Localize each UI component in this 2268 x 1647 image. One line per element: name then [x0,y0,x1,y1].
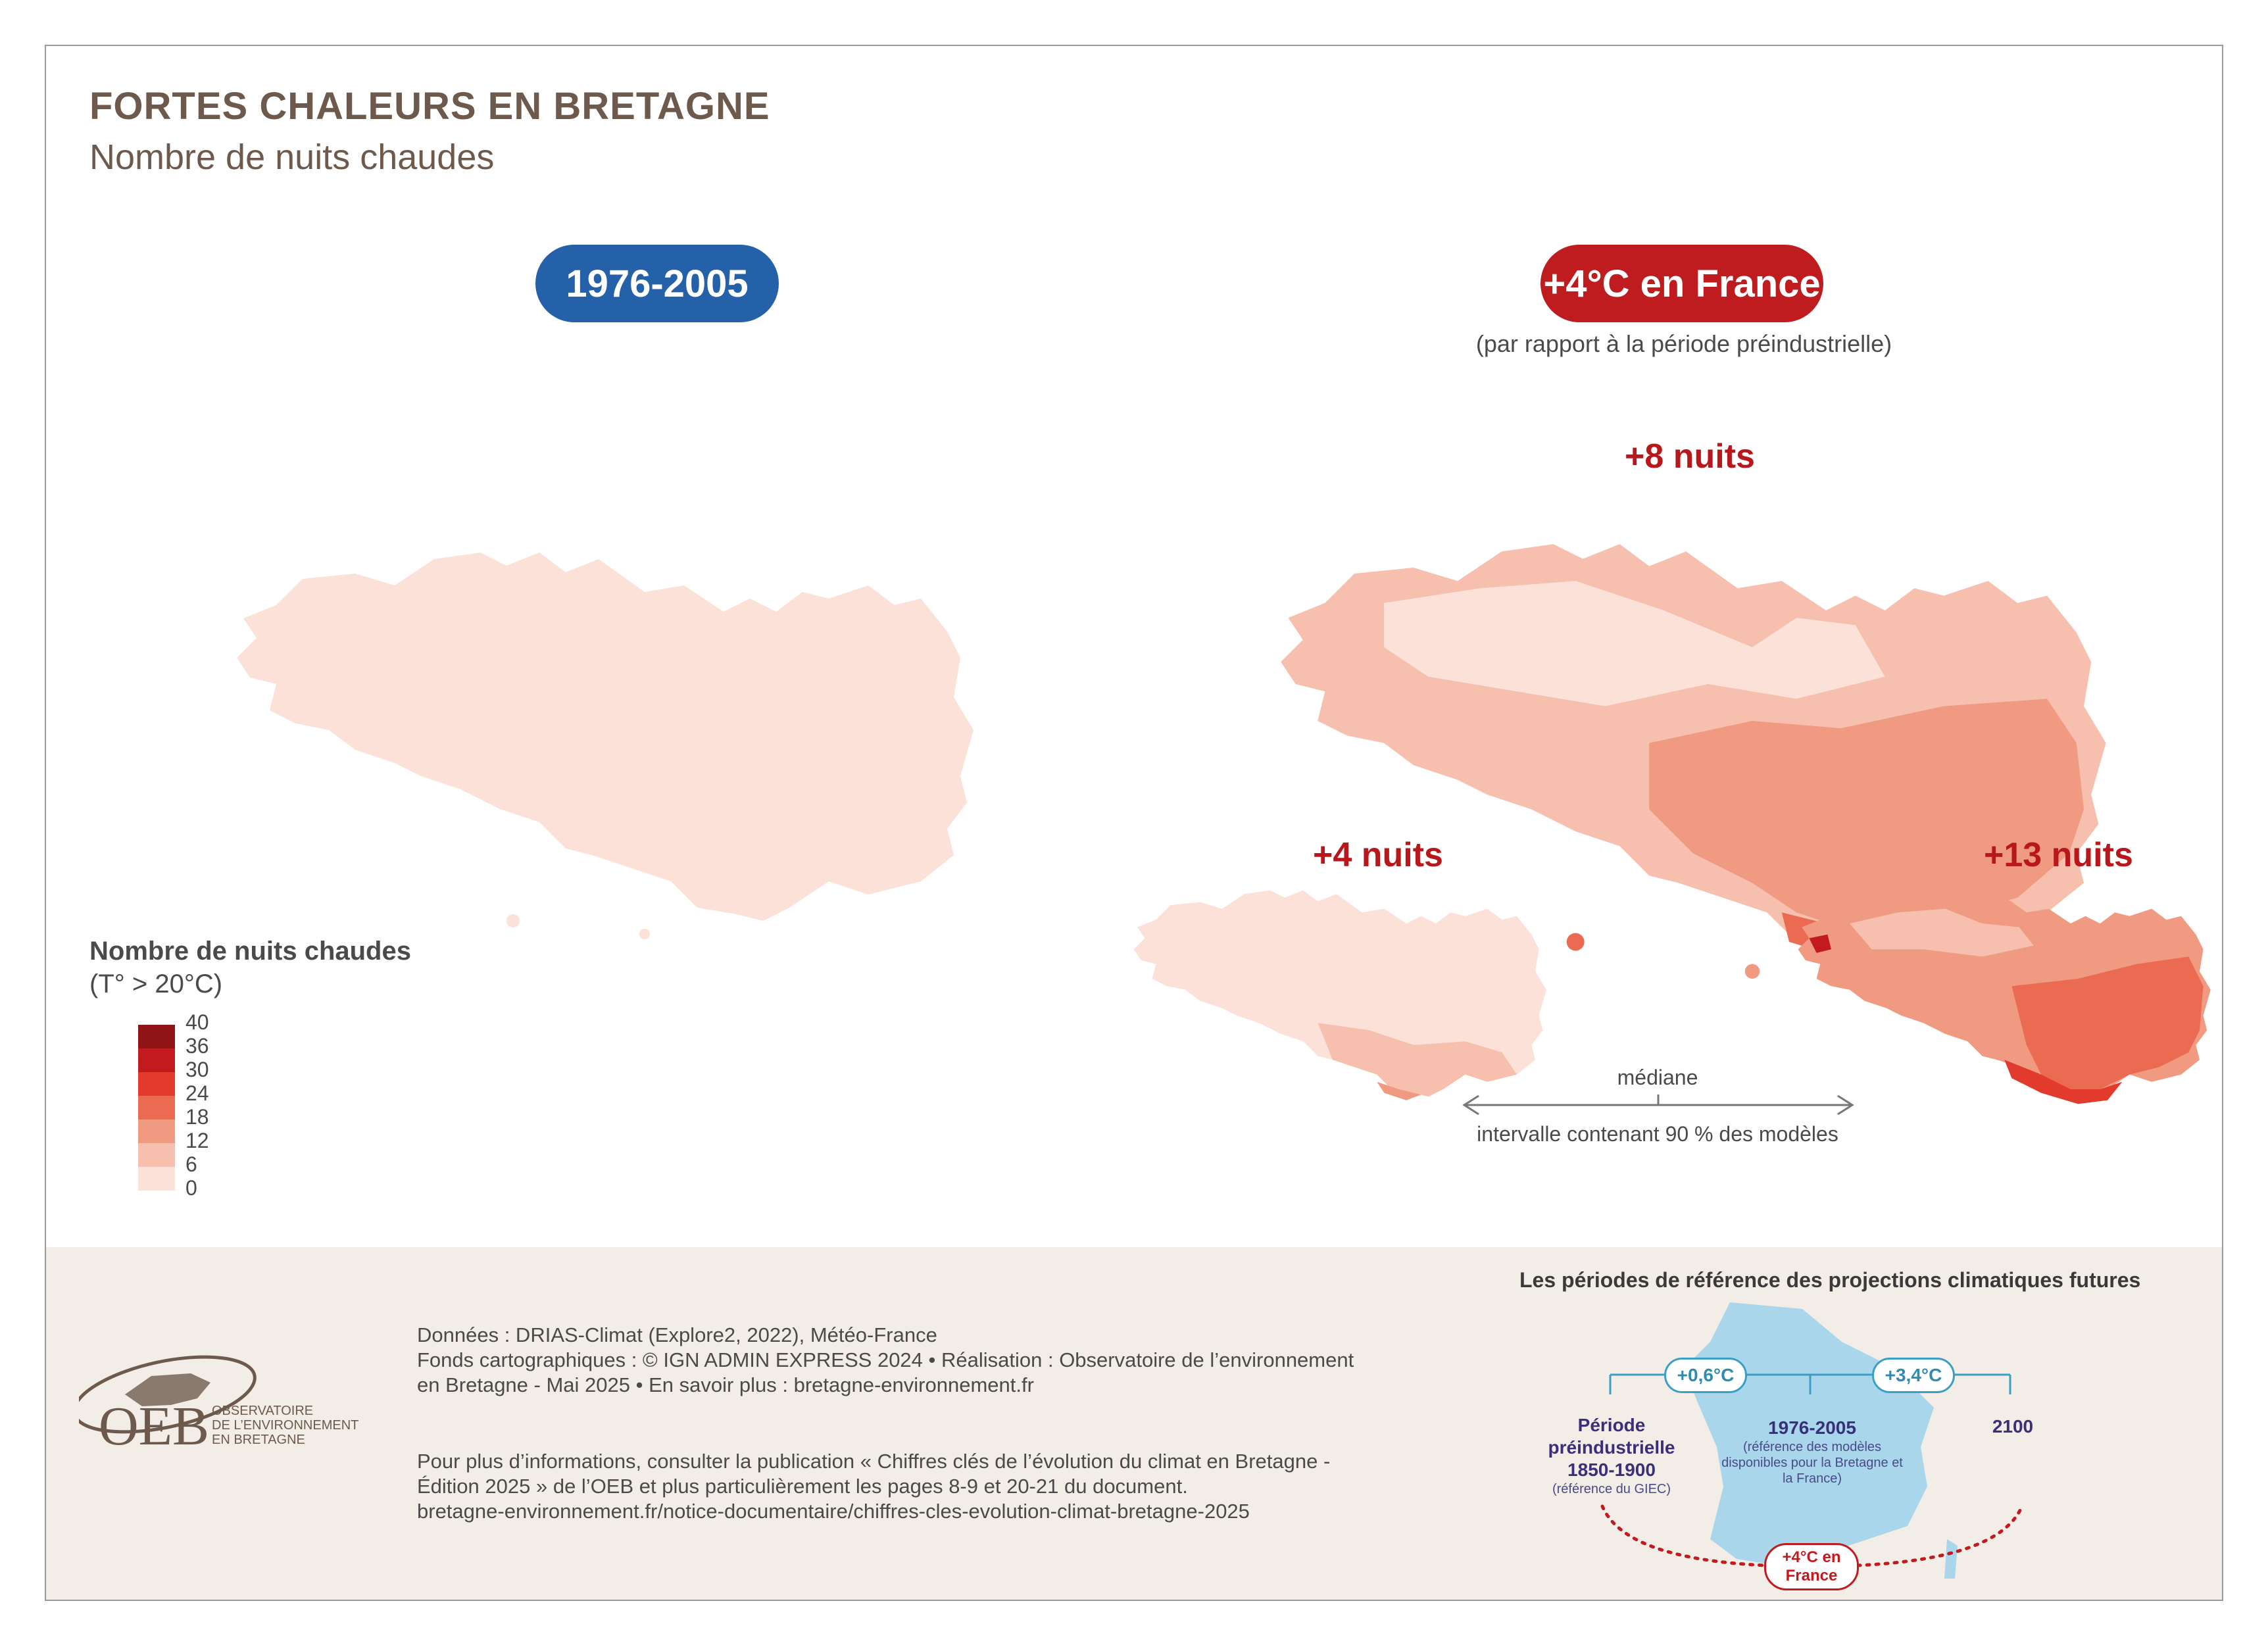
map-future-low [1133,890,1546,1100]
median-increase-label: +8 nuits [1625,437,1755,476]
credits-line: Fonds cartographiques : © IGN ADMIN EXPR… [417,1348,1354,1371]
legend-break: 36 [185,1034,209,1058]
legend-break: 12 [185,1129,209,1152]
period-badge-historical: 1976-2005 [535,245,779,322]
warming-bubble: +4°C en France [1764,1543,1859,1590]
oeb-logo-text: OEB [99,1396,209,1457]
oeb-logo [79,1355,257,1434]
map-future-median [1281,544,2106,979]
page-subtitle: Nombre de nuits chaudes [89,137,495,177]
period-2100: 2100 [1992,1416,2034,1437]
period-badge-future: +4°C en France [1541,245,1823,322]
info-line: Pour plus d’informations, consulter la p… [417,1450,1331,1473]
delta-bubble-2100: +3,4°C [1872,1358,1955,1393]
delta-bubble-preindustrial: +0,6°C [1664,1358,1747,1393]
legend-subtitle: (T° > 20°C) [89,970,223,998]
map-future-high [1798,890,2211,1104]
legend-break: 40 [185,1010,209,1034]
legend-title: Nombre de nuits chaudes [89,937,411,966]
period-preindustrial: Période préindustrielle 1850-1900 (référ… [1548,1415,1675,1496]
oeb-logo-caption: OBSERVATOIRE DE L’ENVIRONNEMENT EN BRETA… [212,1404,359,1447]
info-line: bretagne-environnement.fr/notice-documen… [417,1500,1250,1523]
credits-line: en Bretagne - Mai 2025 • En savoir plus … [417,1373,1034,1396]
map-historical [237,553,974,939]
future-period-note: (par rapport à la période préindustriell… [1475,330,1892,357]
info-line: Édition 2025 » de l’OEB et plus particul… [417,1475,1188,1498]
reference-periods-title: Les périodes de référence des projection… [1519,1268,2141,1292]
high-increase-label: +13 nuits [1984,836,2133,874]
median-label: médiane [1617,1066,1698,1089]
legend-break: 18 [185,1105,209,1129]
legend-break: 30 [185,1058,209,1081]
legend-break: 6 [185,1152,197,1176]
page-title: FORTES CHALEURS EN BRETAGNE [89,85,770,128]
legend-break: 24 [185,1081,209,1105]
legend-ramp [138,1025,175,1191]
period-baseline: 1976-2005 (référence des modèles disponi… [1721,1417,1903,1486]
legend-break: 0 [185,1176,197,1200]
interval-arrow [1462,1094,1854,1116]
credits-line: Données : DRIAS-Climat (Explore2, 2022),… [417,1323,937,1346]
interval-label: intervalle contenant 90 % des modèles [1477,1122,1838,1146]
low-increase-label: +4 nuits [1313,836,1443,874]
